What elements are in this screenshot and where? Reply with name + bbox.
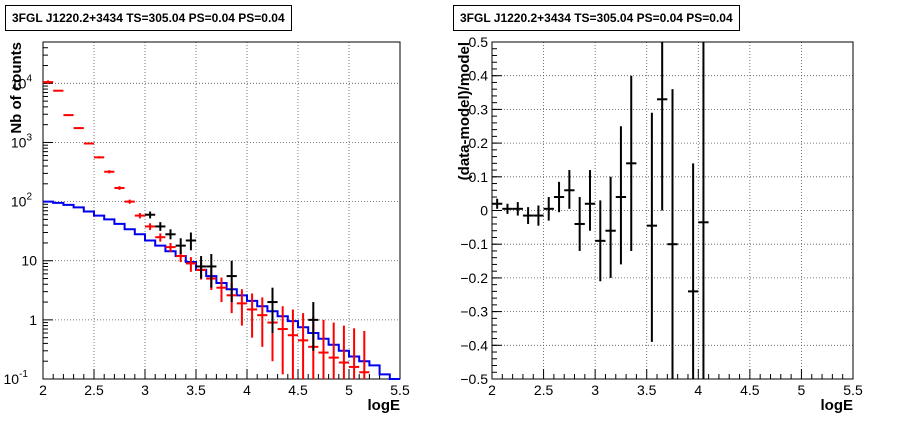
y-tick-label: 0 bbox=[480, 203, 488, 219]
x-axis-label: logE bbox=[821, 397, 854, 414]
y-tick-label: 0.3 bbox=[469, 101, 489, 117]
y-tick-label: 0.5 bbox=[469, 34, 489, 50]
y-tick-label: 103 bbox=[11, 132, 33, 150]
y-axis-label: Nb of counts bbox=[8, 42, 25, 134]
y-tick-label: 104 bbox=[11, 73, 33, 91]
x-tick-label: 2 bbox=[39, 382, 47, 398]
x-tick-label: 4 bbox=[243, 382, 251, 398]
y-tick-label: 10-1 bbox=[4, 369, 29, 387]
x-tick-label: 4 bbox=[694, 382, 702, 398]
y-tick-label: −0.1 bbox=[460, 236, 488, 252]
y-tick-label: −0.4 bbox=[460, 337, 488, 353]
y-tick-label: −0.2 bbox=[460, 270, 488, 286]
y-tick-label: 1 bbox=[29, 312, 37, 328]
x-tick-label: 5 bbox=[345, 382, 353, 398]
y-tick-label: −0.5 bbox=[460, 371, 488, 387]
x-tick-label: 5.5 bbox=[843, 382, 863, 398]
x-tick-label: 2.5 bbox=[534, 382, 554, 398]
y-tick-label: 102 bbox=[11, 192, 33, 210]
plot-frame bbox=[42, 41, 401, 380]
x-tick-label: 5 bbox=[798, 382, 806, 398]
y-tick-label: 0.1 bbox=[469, 169, 489, 185]
left-plot: 2 2.5 3 3.5 4 4.5 5 5.5 10-1 1 10 102 103 104 logE Nb o… bbox=[4, 41, 410, 414]
x-tick-label: 3.5 bbox=[637, 382, 657, 398]
y-axis-label: (data-model)/model bbox=[456, 42, 473, 180]
right-plot-title: 3FGL J1220.2+3434 TS=305.04 PS=0.04 PS=0… bbox=[453, 5, 740, 31]
x-tick-label: 2.5 bbox=[84, 382, 104, 398]
x-tick-label: 5.5 bbox=[390, 382, 410, 398]
y-tick-label: −0.3 bbox=[460, 304, 488, 320]
y-tick-label: 0.4 bbox=[469, 68, 489, 84]
x-tick-label: 3.5 bbox=[186, 382, 206, 398]
x-tick-label: 4.5 bbox=[288, 382, 308, 398]
x-tick-label: 3 bbox=[591, 382, 599, 398]
x-tick-label: 3 bbox=[141, 382, 149, 398]
y-tick-label: 0.2 bbox=[469, 135, 489, 151]
left-plot-title: 3FGL J1220.2+3434 TS=305.04 PS=0.04 PS=0… bbox=[5, 5, 292, 31]
right-plot: 2 2.5 3 3.5 4 4.5 5 5.5 −0.5 −0.4 −0.3 −0.2 −0.1 0 0.1… bbox=[456, 34, 863, 414]
x-tick-label: 2 bbox=[488, 382, 496, 398]
y-tick-label: 10 bbox=[21, 253, 37, 269]
x-tick-label: 4.5 bbox=[740, 382, 760, 398]
x-axis-label: logE bbox=[368, 397, 401, 414]
